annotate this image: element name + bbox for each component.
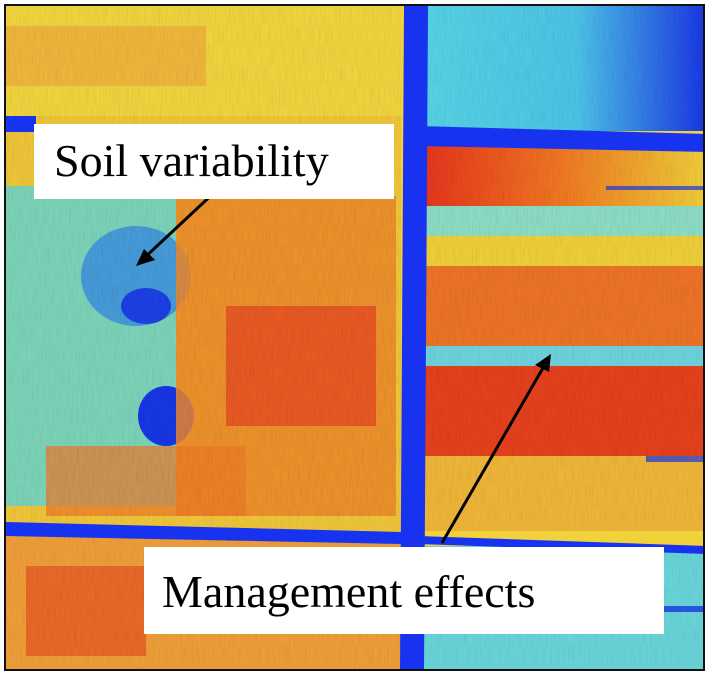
soil-variability-label: Soil variability xyxy=(34,124,394,199)
management-arrow xyxy=(440,360,549,544)
left-field xyxy=(6,6,401,669)
soil-variability-text: Soil variability xyxy=(54,135,329,186)
management-arrowhead xyxy=(535,354,551,372)
soil-arrowhead xyxy=(136,249,155,266)
management-effects-label: Management effects xyxy=(144,547,664,634)
management-effects-text: Management effects xyxy=(162,566,536,617)
soil-arrow xyxy=(140,187,220,262)
false-color-field-map xyxy=(6,6,703,669)
annotation-arrows xyxy=(136,187,551,544)
road-lines xyxy=(6,6,703,669)
field-map-image: Soil variability Management effects xyxy=(4,4,705,671)
